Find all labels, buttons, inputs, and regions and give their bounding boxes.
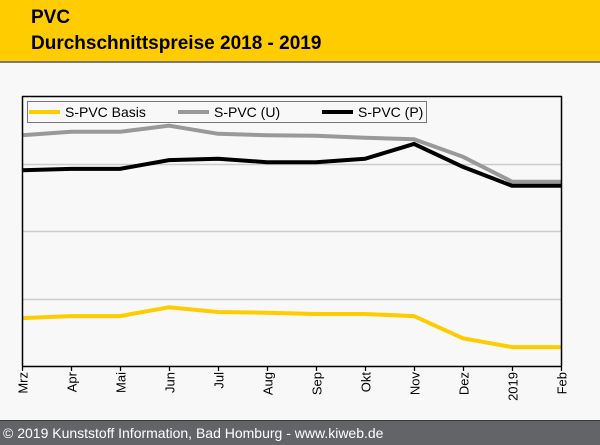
x-tick-label: Mai: [114, 372, 129, 393]
legend-label: S-PVC Basis: [65, 104, 146, 120]
x-tick-label: Okt: [359, 372, 374, 393]
legend-label: S-PVC (P): [358, 104, 423, 120]
x-tick-label: Aug: [261, 372, 276, 395]
x-tick-label: Sep: [310, 372, 325, 395]
copyright-footer: © 2019 Kunststoff Information, Bad Hombu…: [0, 420, 600, 445]
copyright-text: © 2019 Kunststoff Information, Bad Hombu…: [3, 421, 383, 445]
x-tick-label: Mrz: [16, 372, 31, 394]
legend: S-PVC Basis S-PVC (U) S-PVC (P): [28, 102, 427, 123]
x-tick-label: Nov: [408, 372, 423, 396]
x-tick-label: Dez: [457, 372, 472, 395]
line-chart: Mrz Apr Mai Jun Jul Aug Sep Okt Nov Dez 2019 Feb S-…: [0, 0, 600, 420]
x-tick-label: Feb: [555, 372, 570, 394]
x-tick-label: Apr: [65, 371, 80, 392]
x-tick-label: Jul: [212, 372, 227, 389]
x-tick-label: Jun: [163, 372, 178, 393]
x-tick-label: 2019: [506, 372, 521, 401]
legend-label: S-PVC (U): [214, 104, 280, 120]
